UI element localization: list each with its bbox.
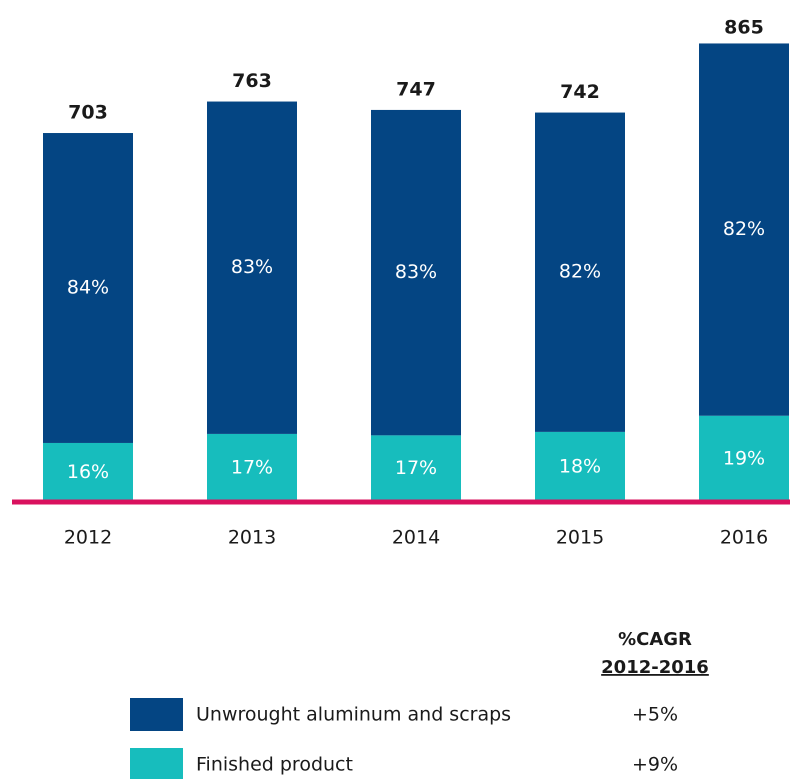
legend-swatch <box>130 698 183 731</box>
total-label: 742 <box>560 81 600 103</box>
legend-label: Finished product <box>196 754 353 776</box>
segment-label: 18% <box>559 455 601 477</box>
legend-label: Unwrought aluminum and scraps <box>196 704 511 726</box>
cagr-value: +5% <box>632 704 678 726</box>
x-tick-label: 2013 <box>228 527 276 549</box>
segment-label: 83% <box>231 256 273 278</box>
x-tick-label: 2015 <box>556 527 604 549</box>
cagr-header: %CAGR <box>618 629 692 650</box>
x-tick-label: 2016 <box>720 527 768 549</box>
cagr-period: 2012-2016 <box>601 657 709 678</box>
x-tick-label: 2012 <box>64 527 112 549</box>
total-label: 865 <box>724 17 764 39</box>
bar-segment <box>43 442 133 502</box>
cagr-value: +9% <box>632 754 678 776</box>
bar-segment <box>699 415 789 502</box>
bar-segment <box>207 433 297 502</box>
total-label: 763 <box>232 70 272 92</box>
segment-label: 82% <box>723 218 765 240</box>
bar-segment <box>371 435 461 502</box>
bar-segment <box>43 133 133 443</box>
bar-segment <box>699 43 789 416</box>
bar-segment <box>207 101 297 434</box>
x-tick-label: 2014 <box>392 527 440 549</box>
bar-segment <box>371 109 461 436</box>
segment-label: 19% <box>723 447 765 469</box>
segment-label: 17% <box>395 457 437 479</box>
legend-swatch <box>130 748 183 779</box>
segment-label: 82% <box>559 261 601 283</box>
bar-segment <box>535 431 625 502</box>
segment-label: 83% <box>395 261 437 283</box>
segment-label: 17% <box>231 456 273 478</box>
total-label: 703 <box>68 102 108 124</box>
total-label: 747 <box>396 78 436 100</box>
segment-label: 16% <box>67 461 109 483</box>
bar-segment <box>535 112 625 432</box>
segment-label: 84% <box>67 276 109 298</box>
